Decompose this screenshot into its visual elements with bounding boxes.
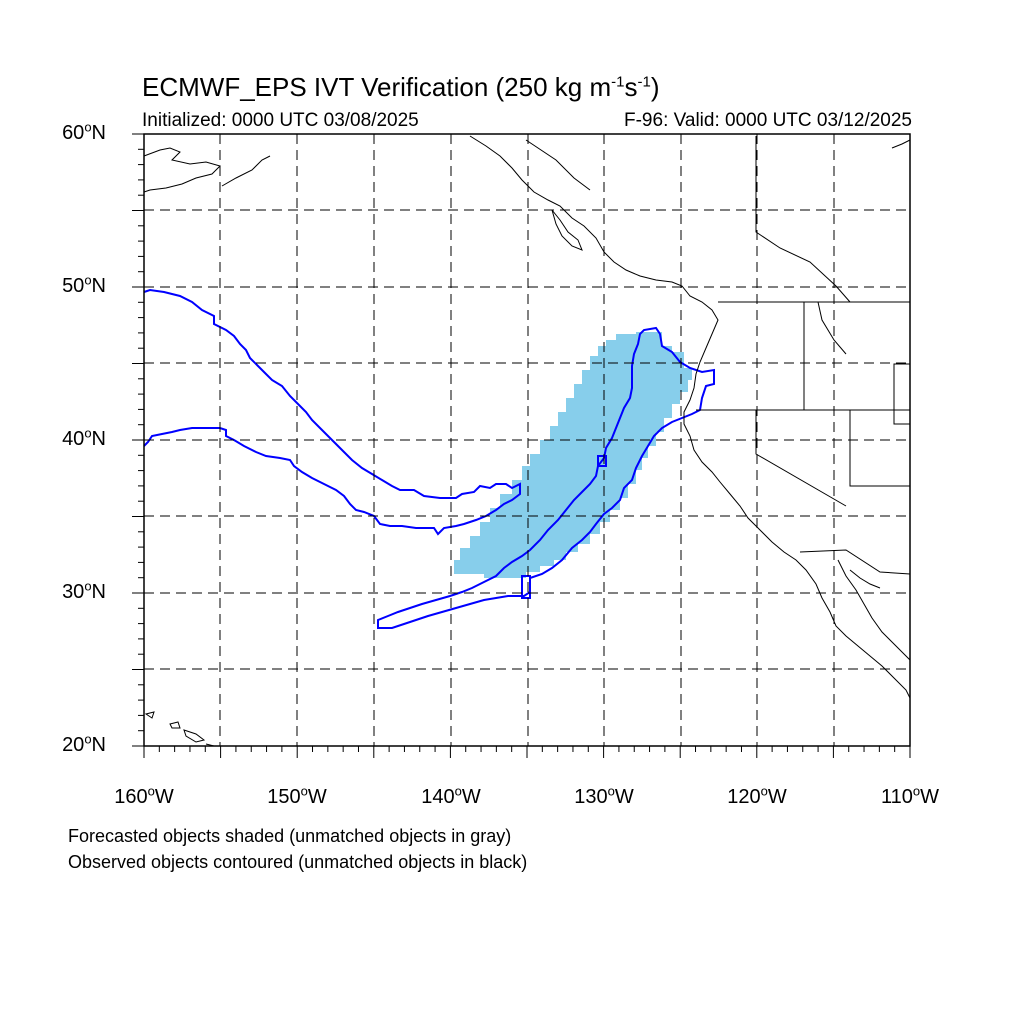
- observed-contour-loop: [597, 455, 607, 467]
- observed-contour-south: [377, 326, 715, 629]
- lat-lon-grid: [144, 134, 910, 746]
- lon-label-150: 150oW: [267, 783, 327, 808]
- forecast-object-shading: [454, 332, 692, 578]
- lat-label-30: 30oN: [62, 578, 106, 603]
- coastlines: [143, 135, 911, 747]
- lon-label-130: 130oW: [574, 783, 634, 808]
- initialized-time: Initialized: 0000 UTC 03/08/2025: [142, 110, 419, 131]
- axis-ticks: [132, 133, 911, 758]
- observed-legend-note: Observed objects contoured (unmatched ob…: [68, 852, 528, 872]
- valid-time: F-96: Valid: 0000 UTC 03/12/2025: [624, 110, 912, 131]
- observed-contour-north: [143, 288, 521, 536]
- lat-label-60: 60oN: [62, 119, 106, 144]
- political-boundaries: [525, 136, 911, 575]
- forecast-legend-note: Forecasted objects shaded (unmatched obj…: [68, 826, 512, 846]
- lon-label-160: 160oW: [114, 783, 174, 808]
- map-title: ECMWF_EPS IVT Verification (250 kg m-1s-…: [142, 72, 660, 102]
- lat-label-50: 50oN: [62, 272, 106, 297]
- observed-contour-loop: [521, 575, 531, 599]
- lat-label-40: 40oN: [62, 425, 106, 450]
- lat-label-20: 20oN: [62, 731, 106, 756]
- lon-label-120: 120oW: [727, 783, 787, 808]
- lon-label-140: 140oW: [421, 783, 481, 808]
- lon-label-110: 110oW: [880, 783, 939, 808]
